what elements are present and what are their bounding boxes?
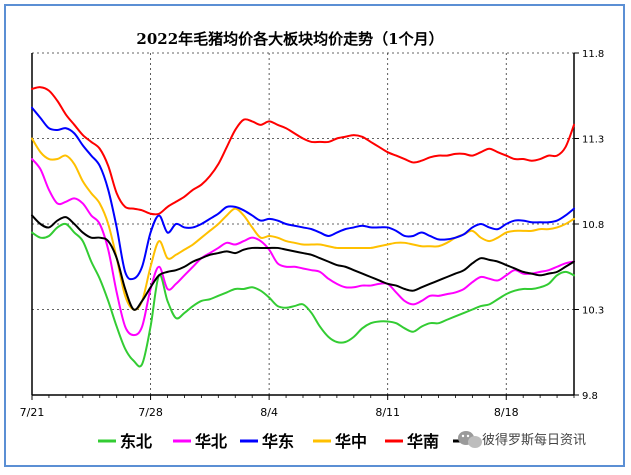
legend-label: 华北 xyxy=(195,432,227,451)
series-line-1 xyxy=(31,222,575,368)
series-lines xyxy=(31,86,575,368)
series-line-5 xyxy=(31,86,575,216)
x-tick-label: 8/4 xyxy=(260,406,278,419)
legend: 东北 华北 华东 华中 华南 xyxy=(98,432,471,451)
y-tick-label: 11.3 xyxy=(582,135,604,146)
y-tick-label: 11.8 xyxy=(582,49,604,60)
wechat-icon xyxy=(458,431,482,448)
y-tick-label: 10.3 xyxy=(582,306,604,317)
series-line-2 xyxy=(31,158,575,337)
ticks: 9.8 10.3 10.8 11.3 11.8 7/21 7/28 8/4 8/11 8/18 xyxy=(20,49,605,419)
legend-label: 华南 xyxy=(407,432,439,451)
legend-label: 华中 xyxy=(335,432,367,451)
series-line-6 xyxy=(31,214,575,311)
y-tick-label: 10.8 xyxy=(582,220,604,231)
watermark-text: 彼得罗斯每日资讯 xyxy=(482,432,586,448)
chart-title: 2022年毛猪均价各大板块均价走势（1个月） xyxy=(136,30,443,48)
watermark: 彼得罗斯每日资讯 xyxy=(458,431,586,448)
legend-label: 东北 xyxy=(120,432,152,451)
x-tick-label: 8/11 xyxy=(375,406,400,419)
series-line-3 xyxy=(31,106,575,281)
series-line-4 xyxy=(31,137,575,311)
x-tick-label: 7/21 xyxy=(20,406,45,419)
x-tick-label: 7/28 xyxy=(138,406,163,419)
x-tick-label: 8/18 xyxy=(494,406,519,419)
y-tick-label: 9.8 xyxy=(582,391,598,402)
legend-label: 华东 xyxy=(262,432,294,451)
